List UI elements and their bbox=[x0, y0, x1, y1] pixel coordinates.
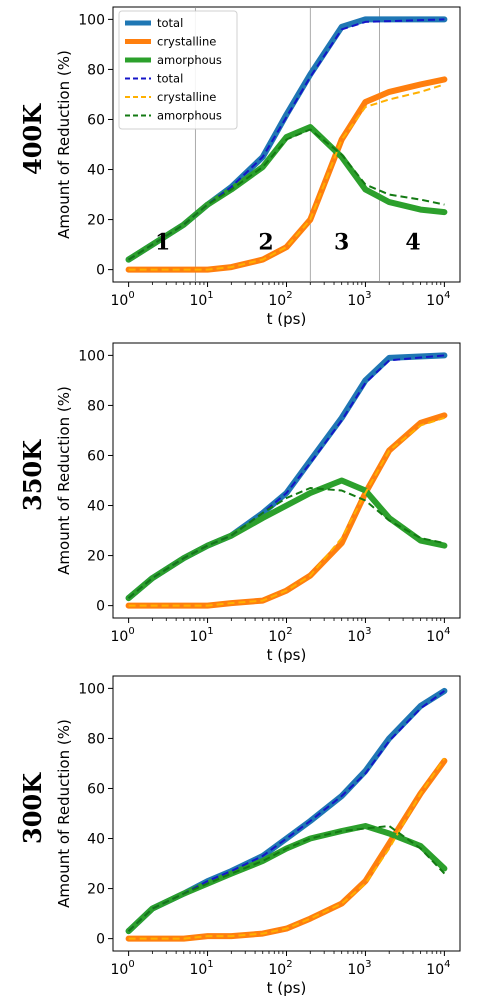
legend-entry: amorphous bbox=[157, 53, 222, 67]
y-tick-label: 20 bbox=[87, 882, 105, 898]
panel-400K: 0 20 40 60 80 100 100 101 102 103 104 t (ps) Amount … bbox=[18, 6, 461, 328]
y-tick-label: 0 bbox=[96, 263, 105, 279]
region-label-4: 4 bbox=[405, 230, 420, 256]
x-tick-label: 100 bbox=[111, 290, 135, 309]
y-tick-label: 0 bbox=[96, 599, 105, 615]
x-tick-label: 101 bbox=[189, 290, 213, 309]
y-tick-label: 60 bbox=[87, 448, 105, 464]
temperature-label: 400K bbox=[18, 103, 47, 175]
legend-entry: total bbox=[157, 16, 183, 30]
x-axis-label: t (ps) bbox=[267, 979, 307, 997]
x-axis-label: t (ps) bbox=[267, 646, 307, 664]
x-tick-label: 101 bbox=[189, 959, 213, 978]
y-tick-label: 60 bbox=[87, 781, 105, 797]
x-tick-label: 103 bbox=[347, 290, 371, 309]
y-tick-label: 80 bbox=[87, 62, 105, 78]
y-axis-label: Amount of Reduction (%) bbox=[55, 386, 73, 575]
legend-entry: crystalline bbox=[157, 90, 216, 104]
y-tick-label: 80 bbox=[87, 731, 105, 747]
series-crystalline-model bbox=[128, 416, 445, 607]
y-tick-label: 40 bbox=[87, 832, 105, 848]
panel-350K: 0 20 40 60 80 100 100 101 102 103 104 t (ps) Amount … bbox=[18, 342, 461, 664]
x-tick-label: 104 bbox=[426, 959, 450, 978]
legend-entry: amorphous bbox=[157, 109, 222, 123]
y-tick-label: 40 bbox=[87, 163, 105, 179]
series-amorphous-model bbox=[127, 487, 445, 599]
x-tick-label: 104 bbox=[426, 290, 450, 309]
y-tick-label: 100 bbox=[78, 348, 105, 364]
x-tick-label: 102 bbox=[268, 290, 292, 309]
y-axis-label: Amount of Reduction (%) bbox=[55, 719, 73, 908]
series-crystalline-model bbox=[128, 83, 445, 271]
y-tick-label: 40 bbox=[87, 499, 105, 515]
x-axis-label: t (ps) bbox=[267, 310, 307, 328]
y-tick-label: 60 bbox=[87, 112, 105, 128]
y-tick-label: 100 bbox=[78, 681, 105, 697]
x-tick-label: 103 bbox=[347, 626, 371, 645]
y-tick-label: 20 bbox=[87, 549, 105, 565]
y-axis-label: Amount of Reduction (%) bbox=[55, 50, 73, 239]
y-tick-label: 0 bbox=[96, 932, 105, 948]
x-tick-label: 103 bbox=[347, 959, 371, 978]
x-tick-label: 104 bbox=[426, 626, 450, 645]
region-label-1: 1 bbox=[155, 230, 170, 256]
y-tick-label: 100 bbox=[78, 12, 105, 28]
series-amorphous-model bbox=[128, 128, 445, 261]
x-tick-label: 101 bbox=[189, 626, 213, 645]
series-crystalline-model bbox=[128, 757, 446, 940]
panel-300K: 0 20 40 60 80 100 100 101 102 103 104 t (ps) Amount … bbox=[18, 675, 461, 997]
series-total-model bbox=[127, 354, 445, 599]
legend-entry: total bbox=[157, 72, 183, 86]
legend: total crystalline amorphous total crystallin… bbox=[118, 10, 238, 130]
y-tick-label: 80 bbox=[87, 398, 105, 414]
temperature-label: 300K bbox=[18, 772, 47, 844]
series-amorphous-sim bbox=[125, 124, 448, 263]
y-tick-label: 20 bbox=[87, 213, 105, 229]
region-label-2: 2 bbox=[258, 230, 273, 256]
legend-entry: crystalline bbox=[157, 35, 216, 49]
x-tick-label: 102 bbox=[268, 959, 292, 978]
x-tick-label: 100 bbox=[111, 626, 135, 645]
region-label-3: 3 bbox=[334, 230, 349, 256]
temperature-label: 350K bbox=[18, 439, 47, 511]
x-tick-label: 100 bbox=[111, 959, 135, 978]
x-tick-label: 102 bbox=[268, 626, 292, 645]
series-amorphous-model bbox=[127, 825, 446, 932]
plot-frame bbox=[112, 342, 461, 619]
series-total-model bbox=[128, 18, 445, 261]
